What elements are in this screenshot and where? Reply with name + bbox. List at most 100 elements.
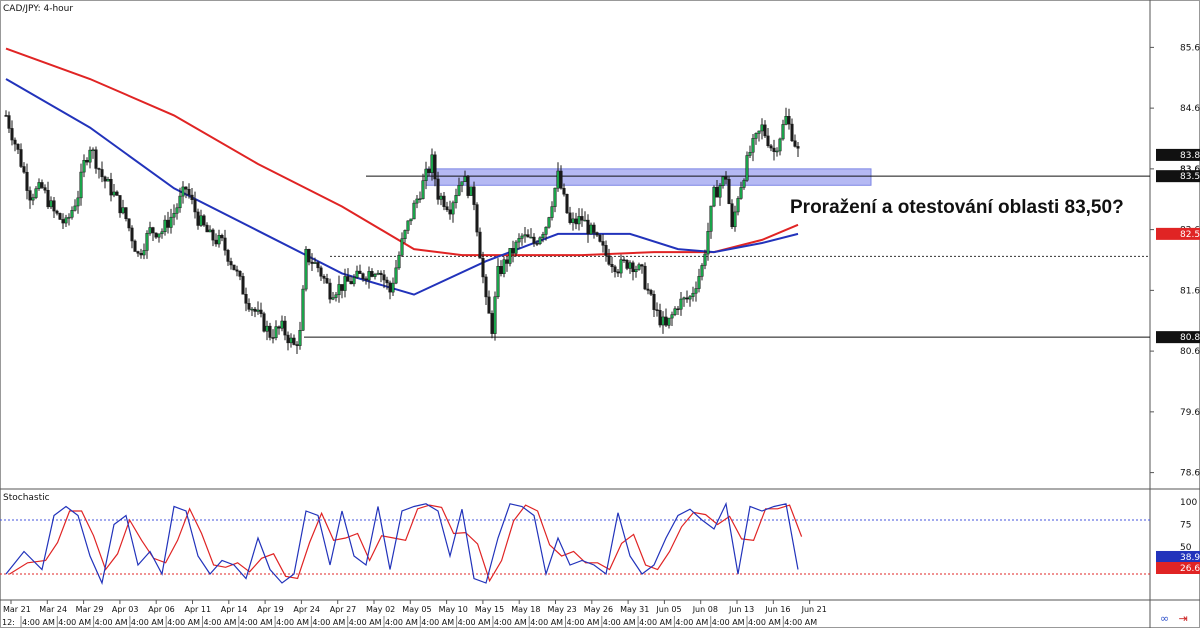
candle-body [700,265,704,277]
x-date-label: Mar 21 [3,605,31,614]
candle-body [16,143,20,150]
candle-body [379,272,383,275]
candle-body [430,154,434,173]
candle-body [499,265,503,274]
candle-body [187,188,191,196]
candle-body [223,237,227,251]
candle-body [184,186,188,190]
candle-body [205,224,209,233]
candle-body [145,233,149,251]
candle-body [436,178,440,200]
x-date-label: Apr 11 [185,605,212,614]
candle-body [124,207,128,220]
candle-body [217,235,221,245]
candle-body [109,179,113,196]
candle-body [139,252,143,256]
candle-body [658,310,662,326]
x-date-label: May 15 [475,605,504,614]
candle-body [127,218,131,229]
candle-body [67,216,71,219]
candle-body [22,166,26,173]
arrow-icon[interactable]: ⇥ [1178,612,1188,625]
candle-body [292,337,296,345]
candle-body [142,250,146,256]
candle-body [346,276,350,282]
candle-body [169,216,173,228]
link-icon[interactable]: ∞ [1160,612,1170,625]
stoch-red-label: 26.67 [1180,564,1200,574]
candle-body [748,151,752,156]
x-time-label: 4:00 AM [167,618,200,627]
candle-body [709,205,713,232]
candle-body [391,282,395,293]
candle-body [580,216,584,221]
ma-blue-line [5,78,799,296]
annotation-text: Proražení a otestování oblasti 83,50? [790,197,1124,218]
candle-body [148,227,152,234]
candle-body [517,238,521,243]
candle-body [586,219,590,235]
candle-body [97,168,101,170]
candle-body [301,288,305,331]
x-time-label: 4:00 AM [421,618,454,627]
x-date-label: Apr 24 [293,605,320,614]
candle-body [661,316,665,326]
candle-body [415,198,419,204]
candle-body [307,248,311,263]
candle-body [388,282,392,293]
candle-body [448,209,452,215]
x-time-label: 4:00 AM [748,618,781,627]
x-date-label: Apr 03 [112,605,139,614]
candle-body [115,191,119,196]
candle-body [610,264,614,268]
candle-body [406,220,410,231]
stoch-blue-label-box [1156,550,1200,563]
candle-body [655,309,659,311]
candle-body [130,227,134,242]
candle-body [136,251,140,254]
stoch-red-label-box [1156,561,1200,574]
price-label-box [1156,170,1200,183]
x-time-label: 4:00 AM [784,618,817,627]
candle-body [43,187,47,191]
candle-body [556,170,560,189]
candle-body [310,261,314,264]
candle-body [664,316,668,326]
candle-body [505,259,509,264]
candle-body [778,138,782,152]
candle-body [739,187,743,199]
candle-body [496,265,500,298]
candle-body [325,278,329,284]
candle-body [259,309,263,314]
stoch-tick-label: 50 [1180,543,1192,553]
x-time-label: 4:00 AM [639,618,672,627]
candle-body [583,219,587,222]
candle-body [361,273,365,279]
candle-body [418,198,422,200]
candle-body [220,235,224,239]
candle-body [613,266,617,273]
candle-body [784,116,788,125]
price-label-box [1156,227,1200,240]
candle-body [511,248,515,254]
candle-body [421,180,425,199]
candle-body [601,241,605,246]
candle-body [598,234,602,242]
candle-body [64,217,68,224]
candle-body [262,313,266,332]
candle-body [760,124,764,132]
candle-body [133,240,137,252]
candle-body [190,194,194,200]
candle-body [157,233,161,238]
candle-body [154,232,158,238]
candle-body [670,314,674,319]
candle-body [349,281,353,285]
candle-body [250,308,254,311]
candle-body [163,219,167,233]
stoch-d-line [9,504,803,583]
candle-body [736,198,740,213]
candle-body [508,248,512,264]
candle-body [547,217,551,228]
candle-body [178,195,182,209]
candle-body [103,176,107,182]
